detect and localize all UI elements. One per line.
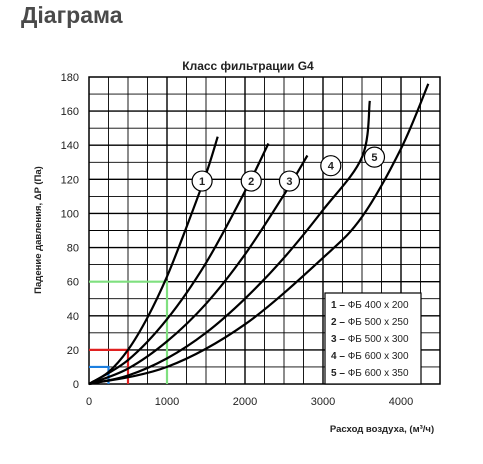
y-tick-label: 40 (67, 311, 79, 323)
legend-marker: 3 – (331, 334, 348, 345)
legend-entry-4: 4 – ФБ 600 x 300 (331, 351, 409, 362)
guide-line-1 (89, 280, 169, 384)
legend-label: ФБ 500 x 250 (348, 317, 409, 328)
series-labels: 1 2 3 4 5 (191, 146, 386, 192)
y-tick-label: 80 (67, 243, 79, 255)
series-marker-circle-4 (320, 155, 342, 177)
y-tick-label: 180 (61, 72, 79, 84)
series-line-3 (88, 154, 309, 386)
series-marker-circle-5 (363, 146, 386, 168)
x-axis-label: Расход воздуха, (м³/ч) (330, 424, 434, 435)
legend-entry-2: 2 – ФБ 500 x 250 (331, 317, 409, 328)
chart-title: Класс фильтрации G4 (182, 59, 314, 73)
legend-label: ФБ 500 x 300 (348, 334, 409, 345)
series-marker-circle-3 (278, 170, 301, 192)
legend-box (324, 292, 422, 385)
tick-labels: 0 20 40 60 80 100 120 140 160 180 0 1000 2000 3000 400… (61, 72, 414, 408)
legend-label: ФБ 600 x 350 (348, 368, 409, 379)
y-tick-label: 20 (67, 345, 79, 357)
x-tick-label: 4000 (389, 396, 413, 408)
legend-entry-5: 5 – ФБ 600 x 350 (331, 368, 409, 379)
y-tick-label: 160 (61, 106, 79, 118)
legend-marker: 4 – (331, 351, 348, 362)
x-tick-label: 0 (86, 396, 92, 408)
legend-marker: 5 – (331, 368, 348, 379)
page-title: Діаграма (21, 2, 123, 28)
y-tick-label: 100 (61, 208, 79, 220)
series-line-4 (88, 100, 371, 386)
series-marker-label-1: 1 (199, 176, 205, 188)
series-marker-circle-1 (191, 170, 213, 192)
guide-line-3 (89, 365, 110, 384)
series-marker-label-2: 2 (248, 176, 254, 188)
x-tick-label: 2000 (233, 396, 257, 408)
y-axis-label: Падение давления, ΔP (Па) (33, 166, 44, 294)
x-tick-label: 1000 (155, 396, 179, 408)
legend-label: ФБ 600 x 300 (348, 351, 409, 362)
y-tick-label: 0 (73, 379, 79, 391)
legend-entry-1: 1 – ФБ 400 x 200 (331, 300, 409, 311)
series-marker-label-5: 5 (371, 152, 377, 164)
legend-marker: 1 – (331, 300, 348, 311)
y-tick-label: 140 (61, 140, 79, 152)
series-marker-label-3: 3 (286, 176, 292, 188)
legend-label: ФБ 400 x 200 (348, 300, 409, 311)
series-marker-circle-2 (240, 170, 262, 192)
series-line-5 (88, 83, 430, 386)
x-tick-label: 3000 (311, 396, 335, 408)
y-tick-label: 60 (67, 277, 79, 289)
legend-marker: 2 – (331, 317, 348, 328)
y-tick-label: 120 (61, 174, 79, 186)
legend-entry-3: 3 – ФБ 500 x 300 (331, 334, 409, 345)
series-marker-label-4: 4 (328, 161, 335, 173)
